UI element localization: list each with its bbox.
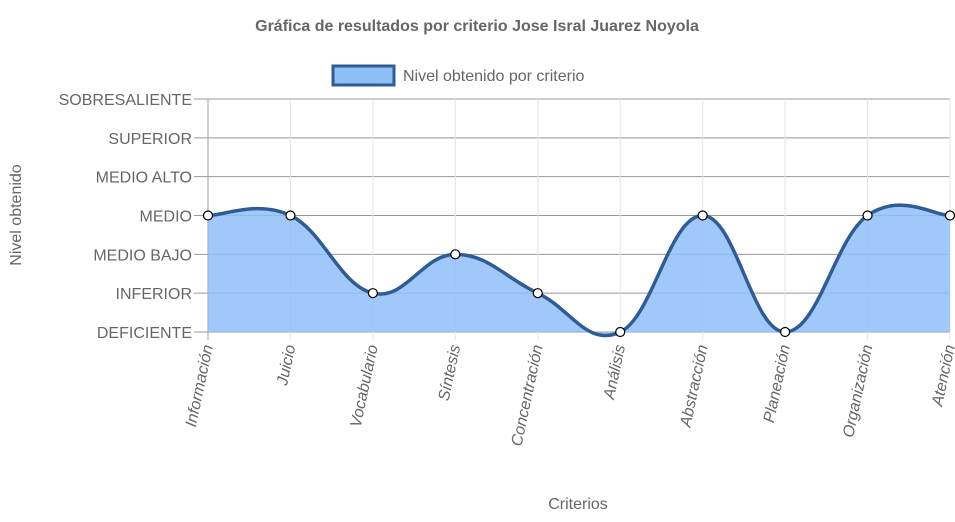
plot-area	[207, 203, 951, 338]
data-point-1[interactable]	[202, 210, 214, 221]
series-line	[207, 203, 951, 338]
data-point-7[interactable]	[697, 210, 708, 221]
x-tick-label: Organización	[840, 343, 876, 439]
chart-title: Gráfica de resultados por criterio Jose …	[255, 18, 699, 35]
y-tick-label: MEDIO ALTO	[96, 170, 192, 187]
x-axis-title: Criterios	[548, 496, 608, 513]
legend-label[interactable]: Nivel obtenido por criterio	[403, 68, 585, 85]
legend[interactable]: Nivel obtenido por criterio	[331, 64, 585, 87]
y-tick-label: INFERIOR	[116, 286, 192, 303]
x-tick-label: Concentración	[509, 343, 547, 448]
x-tick-label: Vocabulario	[348, 343, 382, 429]
y-tick-label: DEFICIENTE	[97, 325, 192, 342]
y-axis-title: Nivel obtenido	[8, 164, 25, 266]
data-point-2[interactable]	[285, 210, 296, 221]
legend-swatch[interactable]	[331, 64, 396, 87]
data-point-6[interactable]	[615, 326, 626, 338]
y-tick-label: SOBRESALIENTE	[59, 92, 192, 109]
x-tick-label: Información	[183, 343, 217, 428]
data-points	[202, 210, 955, 338]
y-tick-label: MEDIO BAJO	[93, 247, 192, 264]
data-point-4[interactable]	[450, 249, 461, 260]
x-tick-label: Análisis	[601, 343, 629, 401]
x-tick-label: Síntesis	[436, 343, 464, 402]
y-tick-label: SUPERIOR	[108, 131, 192, 148]
data-point-5[interactable]	[532, 288, 543, 299]
y-tick-label: MEDIO	[140, 209, 192, 226]
data-point-8[interactable]	[780, 326, 791, 338]
x-tick-label: Atención	[929, 343, 955, 409]
data-point-10[interactable]	[944, 210, 955, 221]
x-tick-label: Planeación	[761, 343, 794, 424]
y-axis-ticks: DEFICIENTE INFERIOR MEDIO BAJO MEDIO MEDIO A…	[59, 92, 192, 342]
x-tick-label: Abstracción	[677, 343, 711, 429]
x-tick-label: Juicio	[274, 343, 299, 388]
data-point-3[interactable]	[367, 288, 378, 299]
data-point-9[interactable]	[862, 210, 873, 221]
area-fill	[208, 205, 950, 336]
x-axis-ticks: Información Juicio Vocabulario Síntesis Conc…	[183, 343, 955, 448]
